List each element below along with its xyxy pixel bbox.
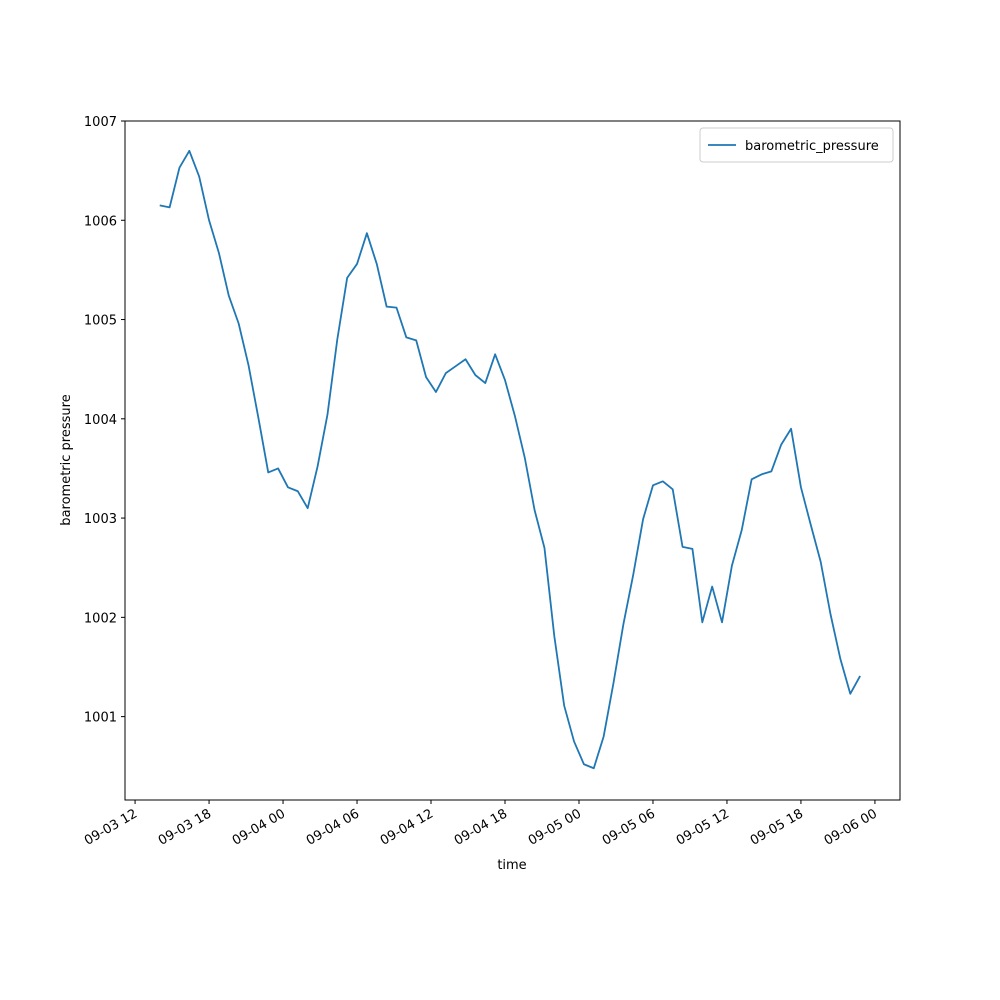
y-tick-label: 1003: [84, 512, 117, 527]
y-tick-label: 1007: [84, 115, 117, 130]
y-axis-label: barometric pressure: [59, 394, 74, 525]
y-tick-label: 1006: [84, 214, 117, 229]
legend-box: [699, 127, 894, 163]
y-tick-label: 1005: [84, 314, 117, 329]
plot-frame: [124, 120, 901, 801]
line: [159, 149, 861, 770]
x-axis-label: time: [497, 858, 526, 873]
legend-label: barometric_pressure: [745, 139, 879, 154]
y-tick-label: 1002: [84, 611, 117, 626]
y-tick-label: 1004: [84, 413, 117, 428]
y-tick-label: 1001: [84, 711, 117, 726]
